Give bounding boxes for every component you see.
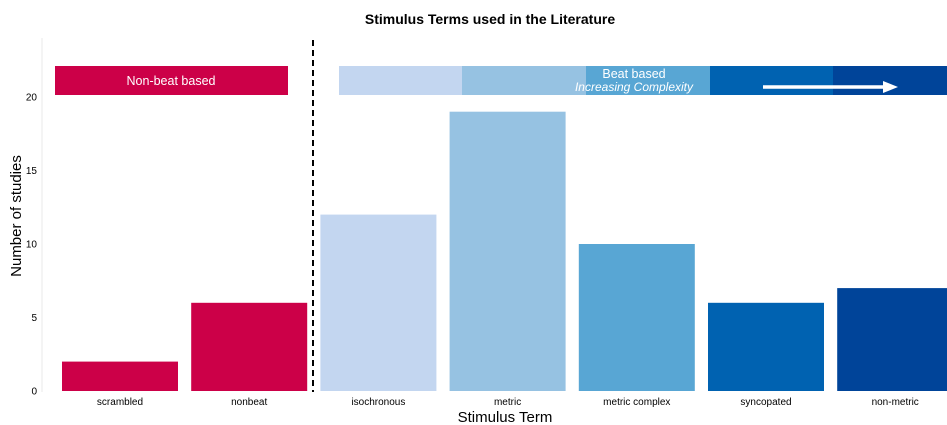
bar-isochronous <box>320 214 437 391</box>
y-tick-label: 0 <box>31 387 37 398</box>
non-beat-label: Non-beat based <box>127 74 216 88</box>
bar-non-metric <box>837 288 947 391</box>
y-tick-label: 10 <box>26 240 38 251</box>
x-axis-title: Stimulus Term <box>458 409 553 425</box>
non-beat-band <box>55 66 288 95</box>
beat-band-segment <box>833 66 947 95</box>
x-tick-label: scrambled <box>97 397 143 408</box>
x-tick-label: non-metric <box>872 397 919 408</box>
beat-band <box>339 66 947 95</box>
y-tick-label: 15 <box>26 166 38 177</box>
bar-scrambled <box>62 361 178 391</box>
beat-band-segment <box>710 66 833 95</box>
y-tick-label: 20 <box>26 93 38 104</box>
x-tick-label: syncopated <box>740 397 791 408</box>
x-tick-label: nonbeat <box>231 397 267 408</box>
beat-label: Beat based <box>602 67 665 81</box>
bars-group <box>62 111 947 391</box>
complexity-arrow-icon <box>763 81 898 93</box>
bar-metric-complex <box>578 244 695 391</box>
x-tick-label: metric <box>494 397 521 408</box>
beat-sublabel: Increasing Complexity <box>575 80 694 94</box>
y-tick-label: 5 <box>31 313 37 324</box>
beat-band-segment <box>586 66 710 95</box>
beat-band-segment <box>462 66 586 95</box>
y-axis-ticks: 0 5 10 15 20 <box>26 93 38 398</box>
x-axis-ticks: scrambled nonbeat isochronous metric metric … <box>97 397 919 408</box>
chart-title: Stimulus Terms used in the Literature <box>365 11 615 27</box>
y-axis-title: Number of studies <box>8 155 25 277</box>
x-tick-label: metric complex <box>603 397 670 408</box>
bar-nonbeat <box>191 302 308 391</box>
beat-band-segment <box>339 66 462 95</box>
bar-syncopated <box>708 302 824 391</box>
x-tick-label: isochronous <box>351 397 405 408</box>
bar-metric <box>449 111 566 391</box>
